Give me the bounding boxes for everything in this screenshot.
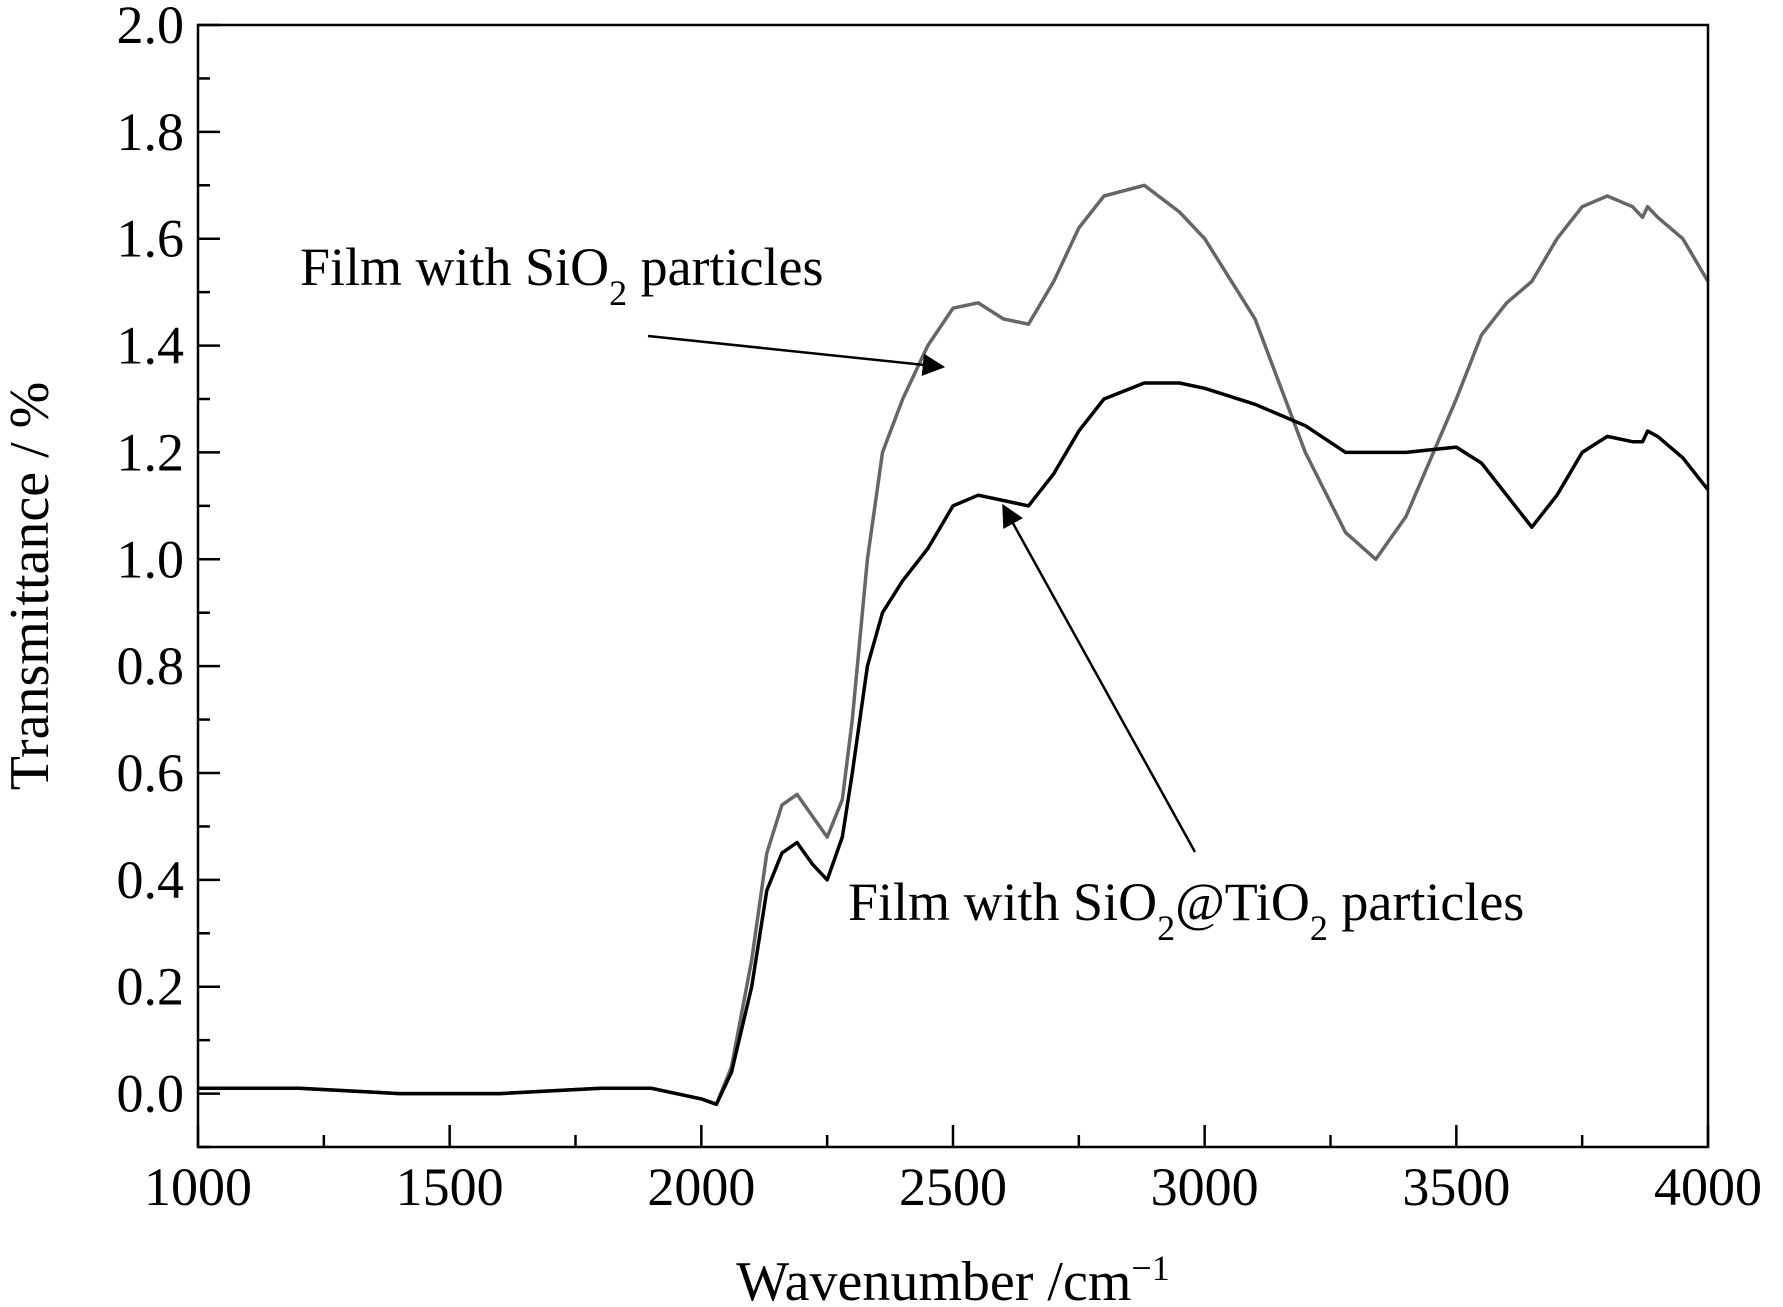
x-tick-label: 2000 [647, 1157, 755, 1217]
series-line-2 [198, 381, 1710, 1107]
series-annotation-1: Film with SiO2 particles [300, 237, 824, 313]
annotation-prefix: Film with SiO [848, 872, 1157, 932]
x-tick-label: 4000 [1654, 1157, 1762, 1217]
annotation-suffix: particles [1328, 872, 1524, 932]
x-tick-label: 3000 [1151, 1157, 1259, 1217]
x-axis-title-main: Wavenumber /cm [736, 1251, 1131, 1307]
y-tick-label: 1.8 [117, 102, 185, 162]
x-tick-label: 2500 [899, 1157, 1007, 1217]
y-tick-label: 0.4 [117, 850, 185, 910]
x-axis-title-sup: −1 [1131, 1248, 1169, 1288]
annotation-suffix: particles [627, 237, 823, 297]
annotation-sub: 2 [1157, 908, 1175, 948]
annotation-mid: @TiO [1175, 872, 1310, 932]
series-line-1 [198, 183, 1710, 1107]
y-tick-label: 0.6 [117, 743, 185, 803]
series-layer [198, 183, 1710, 1107]
annotation-arrow-1 [647, 334, 946, 377]
y-tick-label: 1.2 [117, 422, 185, 482]
y-axis-title: Transmittance / % [0, 382, 61, 791]
y-tick-label: 1.6 [117, 209, 185, 269]
y-tick-label: 0.0 [117, 1064, 185, 1124]
annotation-arrow-2 [1002, 503, 1197, 853]
x-axis-title: Wavenumber /cm−1 [736, 1248, 1169, 1307]
y-tick-label: 1.4 [117, 316, 185, 376]
y-tick-label: 2.0 [117, 0, 185, 55]
x-tick-label: 1500 [396, 1157, 504, 1217]
annotation-prefix: Film with SiO [300, 237, 609, 297]
y-axis-ticks: 0.0 0.2 0.4 0.6 0.8 1.0 1.2 1.4 1.6 1.8 2.0 [117, 0, 220, 1149]
annotation-sub2: 2 [1310, 908, 1328, 948]
y-tick-label: 1.0 [117, 529, 185, 589]
annotation-sub: 2 [609, 273, 627, 313]
x-tick-label: 3500 [1402, 1157, 1510, 1217]
y-tick-label: 0.8 [117, 636, 185, 696]
x-tick-label: 1000 [144, 1157, 252, 1217]
x-axis-ticks: 1000 1500 2000 2500 3000 3500 4000 [144, 1125, 1762, 1217]
series-annotation-2: Film with SiO2@TiO2 particles [848, 872, 1524, 948]
plot-frame [196, 23, 1710, 1149]
y-tick-label: 0.2 [117, 957, 185, 1017]
